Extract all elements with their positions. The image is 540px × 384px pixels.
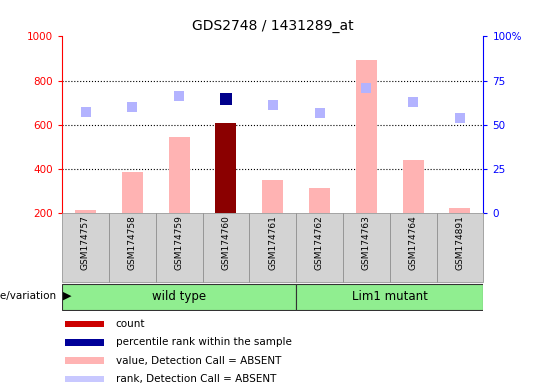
Bar <box>122 172 143 213</box>
Point <box>128 104 137 110</box>
Bar <box>296 213 343 282</box>
Point <box>221 96 230 103</box>
Bar <box>62 284 296 310</box>
Point <box>81 109 90 115</box>
Bar <box>65 321 104 328</box>
Bar <box>168 137 190 213</box>
Text: Lim1 mutant: Lim1 mutant <box>352 290 428 303</box>
Bar <box>156 213 202 282</box>
Bar <box>356 60 377 213</box>
Text: GSM174762: GSM174762 <box>315 215 324 270</box>
Bar <box>65 358 104 364</box>
Point <box>268 102 277 108</box>
Bar <box>309 189 330 213</box>
Point <box>175 93 184 99</box>
Text: rank, Detection Call = ABSENT: rank, Detection Call = ABSENT <box>116 374 276 384</box>
Text: count: count <box>116 319 145 329</box>
Text: GSM174761: GSM174761 <box>268 215 277 270</box>
Bar <box>109 213 156 282</box>
Bar <box>202 213 249 282</box>
Text: genotype/variation: genotype/variation <box>0 291 57 301</box>
Point <box>315 109 324 116</box>
Bar <box>75 210 96 213</box>
Bar <box>296 284 483 310</box>
Text: wild type: wild type <box>152 290 206 303</box>
Bar <box>65 339 104 346</box>
Text: percentile rank within the sample: percentile rank within the sample <box>116 338 292 348</box>
Bar <box>343 213 390 282</box>
Text: value, Detection Call = ABSENT: value, Detection Call = ABSENT <box>116 356 281 366</box>
Text: GSM174757: GSM174757 <box>81 215 90 270</box>
Bar <box>403 160 423 213</box>
Bar <box>62 213 109 282</box>
Title: GDS2748 / 1431289_at: GDS2748 / 1431289_at <box>192 19 354 33</box>
Point <box>362 84 370 91</box>
Text: GSM174758: GSM174758 <box>128 215 137 270</box>
Text: GSM174759: GSM174759 <box>174 215 184 270</box>
Bar <box>436 213 483 282</box>
Text: ▶: ▶ <box>63 291 72 301</box>
Text: GSM174760: GSM174760 <box>221 215 231 270</box>
Text: GSM174763: GSM174763 <box>362 215 371 270</box>
Point <box>409 99 417 105</box>
Bar <box>262 180 283 213</box>
Text: GSM174764: GSM174764 <box>409 215 417 270</box>
Point <box>456 115 464 121</box>
Bar <box>65 376 104 382</box>
Bar <box>390 213 436 282</box>
Bar <box>215 123 237 213</box>
Bar <box>449 208 470 213</box>
Text: GSM174891: GSM174891 <box>455 215 464 270</box>
Bar <box>249 213 296 282</box>
